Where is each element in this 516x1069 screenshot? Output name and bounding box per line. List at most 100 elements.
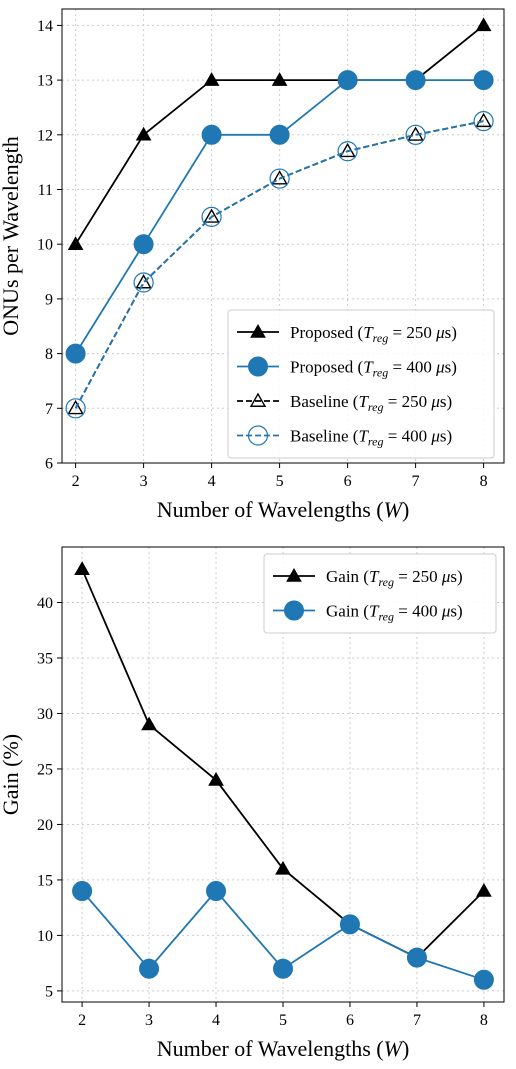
data-point	[135, 274, 152, 289]
legend-entry: Proposed (Treg = 400 μs)	[237, 356, 457, 380]
data-point	[203, 208, 220, 223]
chart-panel-1: 2 3 4 5 6 7 8 6 7 8 9 10 11 12 13 14 Number of Wavelengt…	[0, 8, 505, 522]
data-point	[405, 124, 426, 145]
data-point	[337, 70, 358, 91]
series-line	[74, 120, 484, 409]
series-1-4	[65, 111, 494, 419]
data-point	[65, 343, 86, 364]
data-point	[65, 398, 86, 419]
chart-panel-2: 2 3 4 5 6 7 8 5 10 15 20 25 30 35 40 Number of Waveleng…	[0, 546, 505, 1061]
y-tick-label: 30	[37, 706, 53, 723]
data-point	[473, 70, 494, 91]
data-point	[406, 947, 427, 968]
legend: Gain (Treg = 250 μs) Gain (Treg = 400 μs)	[263, 553, 497, 634]
data-point	[473, 969, 494, 990]
y-tick-label: 10	[37, 237, 53, 254]
legend-label: Baseline (Treg = 250 μs)	[290, 392, 452, 414]
x-tick-label: 4	[212, 1012, 220, 1029]
data-point	[269, 124, 290, 145]
data-point	[405, 70, 426, 91]
data-point	[201, 124, 222, 145]
legend-entry: Proposed (Treg = 250 μs)	[237, 323, 457, 345]
x-tick-label: 8	[480, 473, 488, 490]
legend: Proposed (Treg = 250 μs) Proposed (Treg =…	[227, 309, 495, 459]
data-point	[271, 72, 288, 86]
y-tick-label: 6	[45, 456, 53, 473]
data-point	[337, 141, 358, 162]
x-axis-label: Number of Wavelengths (W)	[157, 497, 410, 522]
y-tick-label: 11	[38, 182, 53, 199]
legend-marker	[250, 323, 266, 338]
data-point	[133, 234, 154, 255]
y-tick-label: 25	[37, 761, 53, 778]
x-tick-label: 2	[72, 473, 80, 490]
x-tick-label: 2	[78, 1012, 86, 1029]
plot-frame	[61, 8, 505, 464]
data-point	[72, 881, 93, 902]
x-tick-label: 3	[140, 473, 148, 490]
data-point	[208, 772, 224, 786]
x-tick-label: 7	[413, 1012, 421, 1029]
y-tick-label: 15	[37, 872, 53, 889]
legend-frame	[263, 553, 497, 634]
y-tick-label: 10	[37, 928, 53, 945]
y-tick-label: 13	[37, 73, 53, 90]
series-1-2	[65, 70, 494, 364]
legend-frame	[227, 309, 495, 459]
x-tick-label: 5	[279, 1012, 287, 1029]
data-point	[475, 17, 492, 32]
legend-marker	[248, 356, 268, 377]
legend-label: Baseline (Treg = 400 μs)	[290, 427, 452, 449]
x-tick-label: 6	[346, 1012, 354, 1029]
data-point	[475, 112, 492, 128]
data-point	[339, 914, 360, 935]
series-2-2	[72, 881, 494, 990]
x-tick-label: 3	[145, 1012, 153, 1029]
legend-label: Gain (Treg = 250 μs)	[326, 567, 463, 589]
y-axis-label: Gain (%)	[0, 734, 23, 815]
legend-marker	[286, 567, 302, 582]
data-point	[476, 883, 492, 897]
data-point	[67, 399, 84, 415]
legend-entry: Baseline (Treg = 400 μs)	[237, 425, 452, 449]
legend-entry: Baseline (Treg = 250 μs)	[237, 392, 452, 414]
y-axis-label: ONUs per Wavelength	[0, 136, 23, 335]
data-point	[269, 168, 290, 189]
data-point	[201, 206, 222, 227]
x-tick-label: 5	[276, 473, 284, 490]
data-point	[135, 126, 152, 141]
legend-marker	[247, 425, 269, 446]
y-tick-label: 9	[45, 291, 53, 308]
data-point	[67, 236, 84, 250]
data-point	[473, 111, 494, 132]
data-point	[141, 716, 157, 731]
y-tick-label: 35	[37, 650, 53, 667]
y-tick-label: 5	[45, 983, 53, 1000]
data-point	[133, 272, 154, 293]
data-point	[74, 561, 90, 575]
y-tick-label: 7	[45, 401, 53, 418]
legend-label: Proposed (Treg = 400 μs)	[290, 358, 457, 380]
y-tick-label: 14	[37, 18, 53, 35]
x-tick-label: 7	[412, 473, 420, 490]
x-axis-label: Number of Wavelengths (W)	[157, 1036, 410, 1061]
legend-entry: Gain (Treg = 400 μs)	[273, 600, 463, 624]
y-tick-label: 8	[45, 346, 53, 363]
x-tick-label: 4	[208, 473, 216, 490]
y-tick-label: 20	[37, 817, 53, 834]
data-point	[206, 881, 227, 902]
data-point	[275, 860, 291, 875]
data-point	[139, 958, 160, 979]
y-tick-label: 40	[37, 595, 53, 612]
y-tick-label: 12	[37, 127, 53, 144]
legend-marker	[284, 600, 304, 621]
legend-label: Proposed (Treg = 250 μs)	[290, 323, 457, 345]
legend-entry: Gain (Treg = 250 μs)	[273, 567, 463, 589]
data-point	[203, 72, 220, 86]
x-tick-label: 8	[480, 1012, 488, 1029]
legend-label: Gain (Treg = 400 μs)	[326, 602, 463, 624]
data-point	[273, 958, 293, 979]
x-tick-label: 6	[344, 473, 352, 490]
legend-marker	[249, 392, 267, 407]
